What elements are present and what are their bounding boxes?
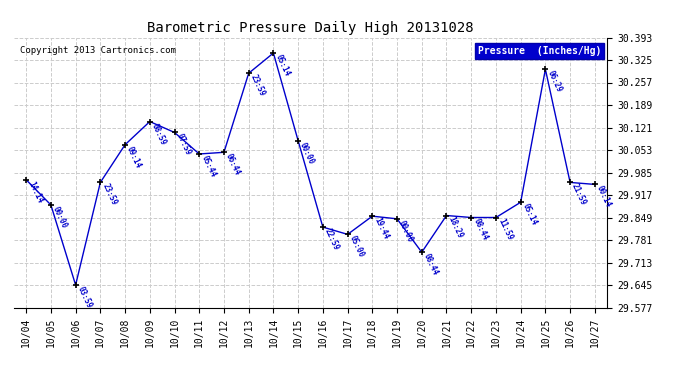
Text: 14:14: 14:14 — [26, 180, 44, 204]
Text: 23:59: 23:59 — [248, 73, 266, 98]
Text: Pressure  (Inches/Hg): Pressure (Inches/Hg) — [478, 46, 601, 56]
Text: 00:00: 00:00 — [51, 205, 69, 230]
Text: 18:29: 18:29 — [446, 216, 464, 240]
Text: 00:14: 00:14 — [595, 184, 613, 209]
Text: 05:00: 05:00 — [348, 234, 366, 259]
Text: 03:59: 03:59 — [76, 285, 94, 310]
Text: 00:00: 00:00 — [298, 141, 316, 165]
Text: 08:44: 08:44 — [422, 252, 440, 277]
Text: 00:00: 00:00 — [397, 219, 415, 244]
Title: Barometric Pressure Daily High 20131028: Barometric Pressure Daily High 20131028 — [147, 21, 474, 35]
Text: 22:59: 22:59 — [323, 227, 341, 252]
Text: 07:59: 07:59 — [175, 132, 193, 157]
Text: 23:59: 23:59 — [100, 182, 118, 207]
Text: Copyright 2013 Cartronics.com: Copyright 2013 Cartronics.com — [20, 46, 176, 55]
Text: 11:59: 11:59 — [496, 217, 514, 242]
Text: 08:59: 08:59 — [150, 122, 168, 146]
Text: 05:14: 05:14 — [521, 202, 539, 227]
Text: 08:44: 08:44 — [471, 217, 489, 242]
Text: 19:44: 19:44 — [373, 216, 391, 241]
Text: 06:29: 06:29 — [545, 69, 563, 94]
Text: 21:59: 21:59 — [570, 182, 588, 207]
Text: 05:14: 05:14 — [273, 53, 291, 78]
Text: 09:14: 09:14 — [125, 145, 143, 170]
Text: 06:44: 06:44 — [224, 152, 242, 177]
Text: 05:44: 05:44 — [199, 154, 217, 179]
